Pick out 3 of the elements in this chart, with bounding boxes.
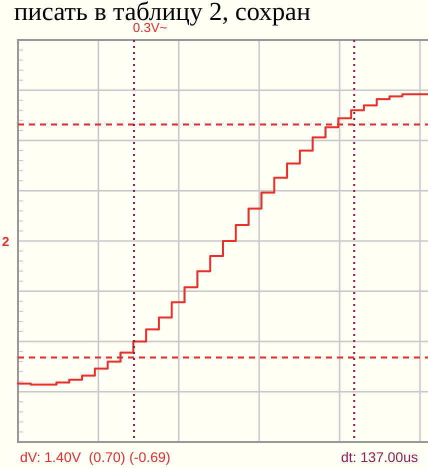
text: dt: 137.00us [340,449,418,465]
text: dV: 1.40V (0.70) (-0.69) [20,449,170,465]
text: 2 [2,234,10,249]
